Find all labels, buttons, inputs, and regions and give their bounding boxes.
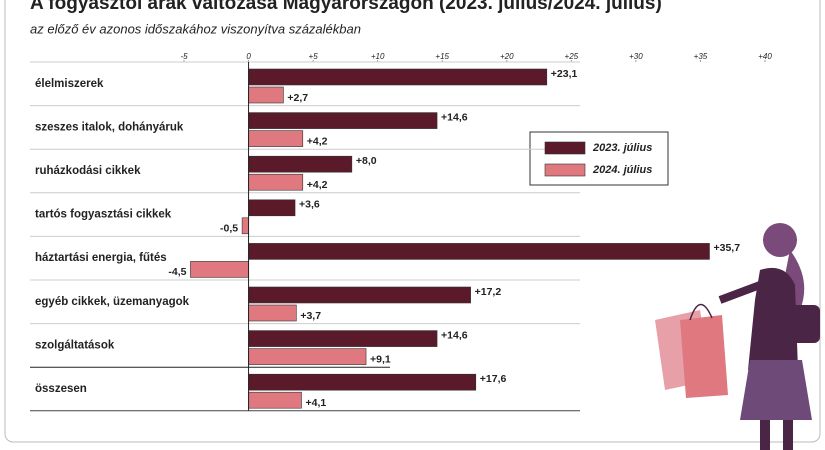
- bar: [248, 243, 710, 260]
- value-label: +3,7: [300, 310, 321, 322]
- value-label: +35,7: [713, 242, 740, 254]
- category-label: szolgáltatások: [35, 339, 115, 351]
- value-label: +9,1: [370, 353, 391, 365]
- value-label: +2,7: [287, 92, 308, 104]
- bar: [248, 373, 477, 391]
- legend-swatch: [544, 163, 586, 177]
- illustration: [655, 223, 820, 450]
- bar: [248, 199, 296, 217]
- x-tick-label: +10: [371, 52, 385, 61]
- bar: [248, 286, 471, 304]
- frame: [4, 0, 821, 443]
- bar: [248, 155, 353, 173]
- x-tick-label: 0: [246, 52, 251, 61]
- value-label: +3,6: [299, 199, 320, 211]
- value-label: +23,1: [551, 68, 578, 80]
- chart-subtitle: az előző év azonos időszakához viszonyít…: [30, 21, 361, 36]
- bar: [248, 130, 304, 147]
- legend-label: 2024. július: [592, 164, 652, 176]
- x-tick-label: +30: [629, 52, 643, 61]
- value-label: +17,2: [475, 286, 502, 298]
- value-label: -4,5: [168, 266, 186, 278]
- category-label: szeszes italok, dohányáruk: [35, 121, 184, 133]
- bar: [248, 391, 302, 409]
- x-tick-label: -5: [180, 52, 188, 61]
- bar: [248, 173, 304, 191]
- category-label: élelmiszerek: [35, 78, 104, 90]
- x-tick-label: +40: [758, 52, 772, 61]
- chart-title: A fogyasztói árak változása Magyarország…: [30, 0, 662, 14]
- bar: [248, 304, 297, 322]
- bar: [248, 112, 438, 129]
- value-label: -0,5: [220, 223, 238, 235]
- x-tick-label: +20: [500, 52, 514, 61]
- value-label: +4,2: [307, 179, 328, 191]
- value-label: +14,6: [441, 329, 468, 341]
- category-label: összesen: [35, 383, 87, 395]
- bar: [241, 217, 249, 235]
- value-label: +8,0: [356, 155, 377, 167]
- bar: [248, 330, 438, 347]
- bar: [190, 261, 249, 278]
- category-label: egyéb cikkek, üzemanyagok: [35, 296, 190, 308]
- x-tick-label: +25: [565, 52, 579, 61]
- category-label: ruházkodási cikkek: [35, 165, 141, 177]
- category-label: tartós fogyasztási cikkek: [35, 209, 172, 221]
- value-label: +14,6: [441, 111, 468, 123]
- legend-swatch: [544, 141, 586, 155]
- value-label: +4,1: [305, 397, 326, 409]
- legend-label: 2023. július: [592, 142, 652, 154]
- category-label: háztartási energia, fűtés: [35, 252, 167, 264]
- legend: [529, 131, 669, 186]
- bar: [248, 68, 548, 86]
- bar: [248, 348, 367, 365]
- bar: [248, 86, 284, 104]
- x-tick-label: +35: [694, 52, 708, 61]
- value-label: +4,2: [307, 135, 328, 147]
- x-tick-label: +5: [309, 52, 319, 61]
- value-label: +17,6: [480, 373, 507, 385]
- x-tick-label: +15: [435, 52, 449, 61]
